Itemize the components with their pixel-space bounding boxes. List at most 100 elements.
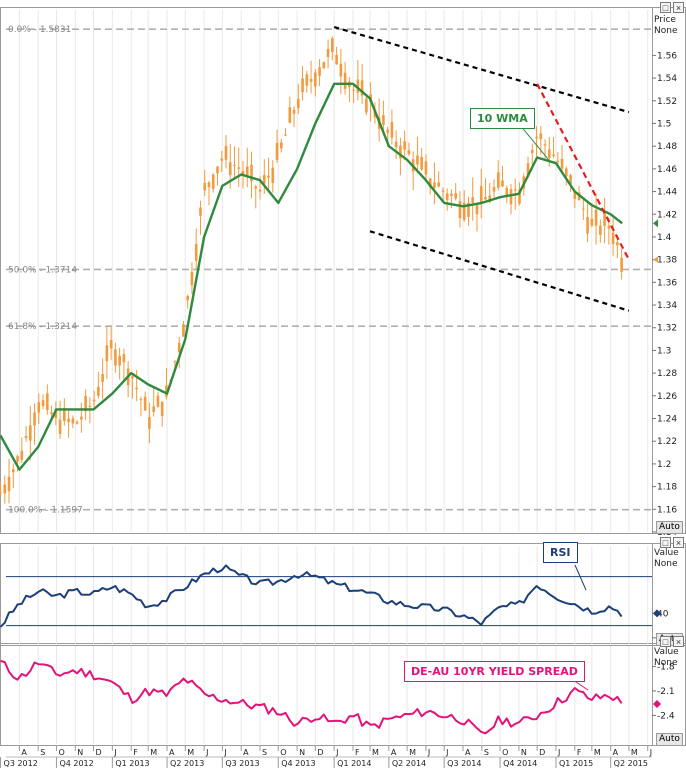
candle-body (433, 182, 436, 187)
price-panel-frame (1, 8, 686, 534)
candle-body (454, 193, 457, 198)
x-month-label: A (465, 748, 471, 757)
price-ytick-label: 1.38 (657, 256, 677, 266)
spread-last-marker (653, 700, 661, 708)
spread-ytick-label: -2.4 (657, 711, 675, 721)
x-month-label: N (77, 748, 83, 757)
x-quarter-label: Q4 2013 (281, 759, 315, 768)
candle-body (557, 161, 560, 162)
candle-body (276, 143, 279, 160)
candle-body (33, 412, 36, 425)
rsi-restore-button[interactable]: □ (660, 537, 671, 548)
x-month-label: D (317, 748, 323, 757)
x-month-label: M (150, 748, 157, 757)
x-month-label: O (280, 748, 286, 757)
candle-body (442, 190, 445, 191)
fib-level-label: 61.8% - 1.3214 (8, 322, 77, 332)
price-ytick-label: 1.3 (657, 346, 671, 356)
candle-body (586, 217, 589, 233)
candle-body (267, 176, 270, 178)
candle-body (535, 137, 538, 138)
spread-auto-button[interactable]: Auto (656, 733, 683, 746)
candle-body (437, 183, 440, 187)
rsi-close-button[interactable]: × (673, 537, 684, 548)
candle-body (8, 477, 11, 491)
candle-body (612, 233, 615, 244)
price-ytick-label: 1.52 (657, 97, 677, 107)
x-quarter-label: Q4 2012 (59, 759, 93, 768)
candle-body (599, 226, 602, 235)
x-month-label: J (205, 748, 208, 757)
candle-body (365, 98, 368, 112)
candle-body (50, 412, 53, 414)
candle-body (16, 456, 19, 461)
candle-body (310, 79, 313, 82)
candle-body (12, 469, 15, 472)
candle-body (327, 49, 330, 57)
fib-level-label: 0.0% - 1.5831 (8, 25, 71, 35)
price-last-marker (653, 257, 658, 263)
candle-body (229, 162, 232, 175)
candle-body (531, 150, 534, 153)
candle-body (501, 180, 504, 186)
candle-body (174, 361, 177, 362)
price-close-button[interactable]: × (673, 2, 684, 13)
candle-body (216, 167, 219, 174)
candle-body (352, 90, 355, 91)
candle-body (603, 212, 606, 226)
wma-annotation-leader (520, 125, 549, 160)
x-month-label: A (391, 748, 397, 757)
spread-close-button[interactable]: × (673, 636, 684, 647)
spread-restore-button[interactable]: □ (660, 636, 671, 647)
black-trendline (370, 231, 629, 310)
candle-body (301, 78, 304, 92)
price-ytick-label: 1.32 (657, 324, 677, 334)
x-month-label: D (539, 748, 545, 757)
candle-body (284, 135, 287, 136)
candle-body (340, 64, 343, 77)
candle-body (318, 67, 321, 75)
candle-body (220, 159, 223, 161)
price-ytick-label: 1.34 (657, 301, 677, 311)
candle-body (403, 141, 406, 149)
candle-body (148, 417, 151, 429)
x-month-label: A (169, 748, 175, 757)
candle-body (416, 156, 419, 165)
rsi-panel-frame (1, 544, 686, 646)
candle-body (323, 62, 326, 68)
candle-body (25, 436, 28, 438)
x-quarter-label: Q2 2014 (392, 759, 426, 768)
x-month-label: J (649, 748, 652, 757)
x-month-label: J (445, 748, 448, 757)
candle-body (225, 146, 228, 160)
candle-body (306, 74, 309, 85)
red-trendline (537, 84, 629, 260)
x-month-label: M (594, 748, 601, 757)
price-ytick-label: 1.28 (657, 369, 677, 379)
candle-body (344, 73, 347, 89)
candle-body (131, 376, 134, 378)
price-ytick-label: 1.42 (657, 210, 677, 220)
candle-body (620, 258, 623, 272)
x-month-label: M (631, 748, 638, 757)
spread-annotation: DE-AU 10YR YIELD SPREAD (404, 661, 585, 682)
candle-body (208, 182, 211, 187)
candle-body (182, 324, 185, 336)
price-ytick-label: 1.44 (657, 188, 677, 198)
candle-body (314, 72, 317, 86)
candle-body (565, 168, 568, 176)
x-month-label: F (577, 748, 582, 757)
candle-body (544, 144, 547, 145)
candle-body (161, 402, 164, 416)
candle-body (582, 209, 585, 210)
price-auto-button[interactable]: Auto (656, 521, 683, 534)
spread-panel-frame (1, 644, 686, 746)
candle-body (497, 172, 500, 187)
candle-body (178, 343, 181, 352)
candle-body (548, 149, 551, 157)
price-restore-button[interactable]: □ (660, 2, 671, 13)
candle-body (552, 155, 555, 156)
candle-body (484, 197, 487, 199)
candle-body (157, 396, 160, 407)
